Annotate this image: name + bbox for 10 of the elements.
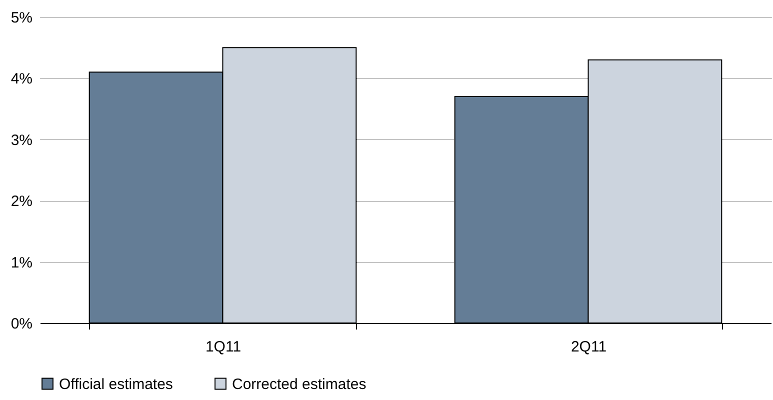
x-tick-label: 1Q11 <box>205 338 242 356</box>
legend-label: Corrected estimates <box>232 376 366 393</box>
y-tick-label: 3% <box>10 132 32 149</box>
y-tick-label: 0% <box>10 316 32 332</box>
x-tick-label: 2Q11 <box>570 338 607 356</box>
y-tick-label: 2% <box>10 193 32 210</box>
y-tick-label: 5% <box>10 10 32 26</box>
y-tick-label: 1% <box>10 254 32 272</box>
y-tick-label: 4% <box>10 70 32 88</box>
legend-label: Official estimates <box>59 376 173 393</box>
